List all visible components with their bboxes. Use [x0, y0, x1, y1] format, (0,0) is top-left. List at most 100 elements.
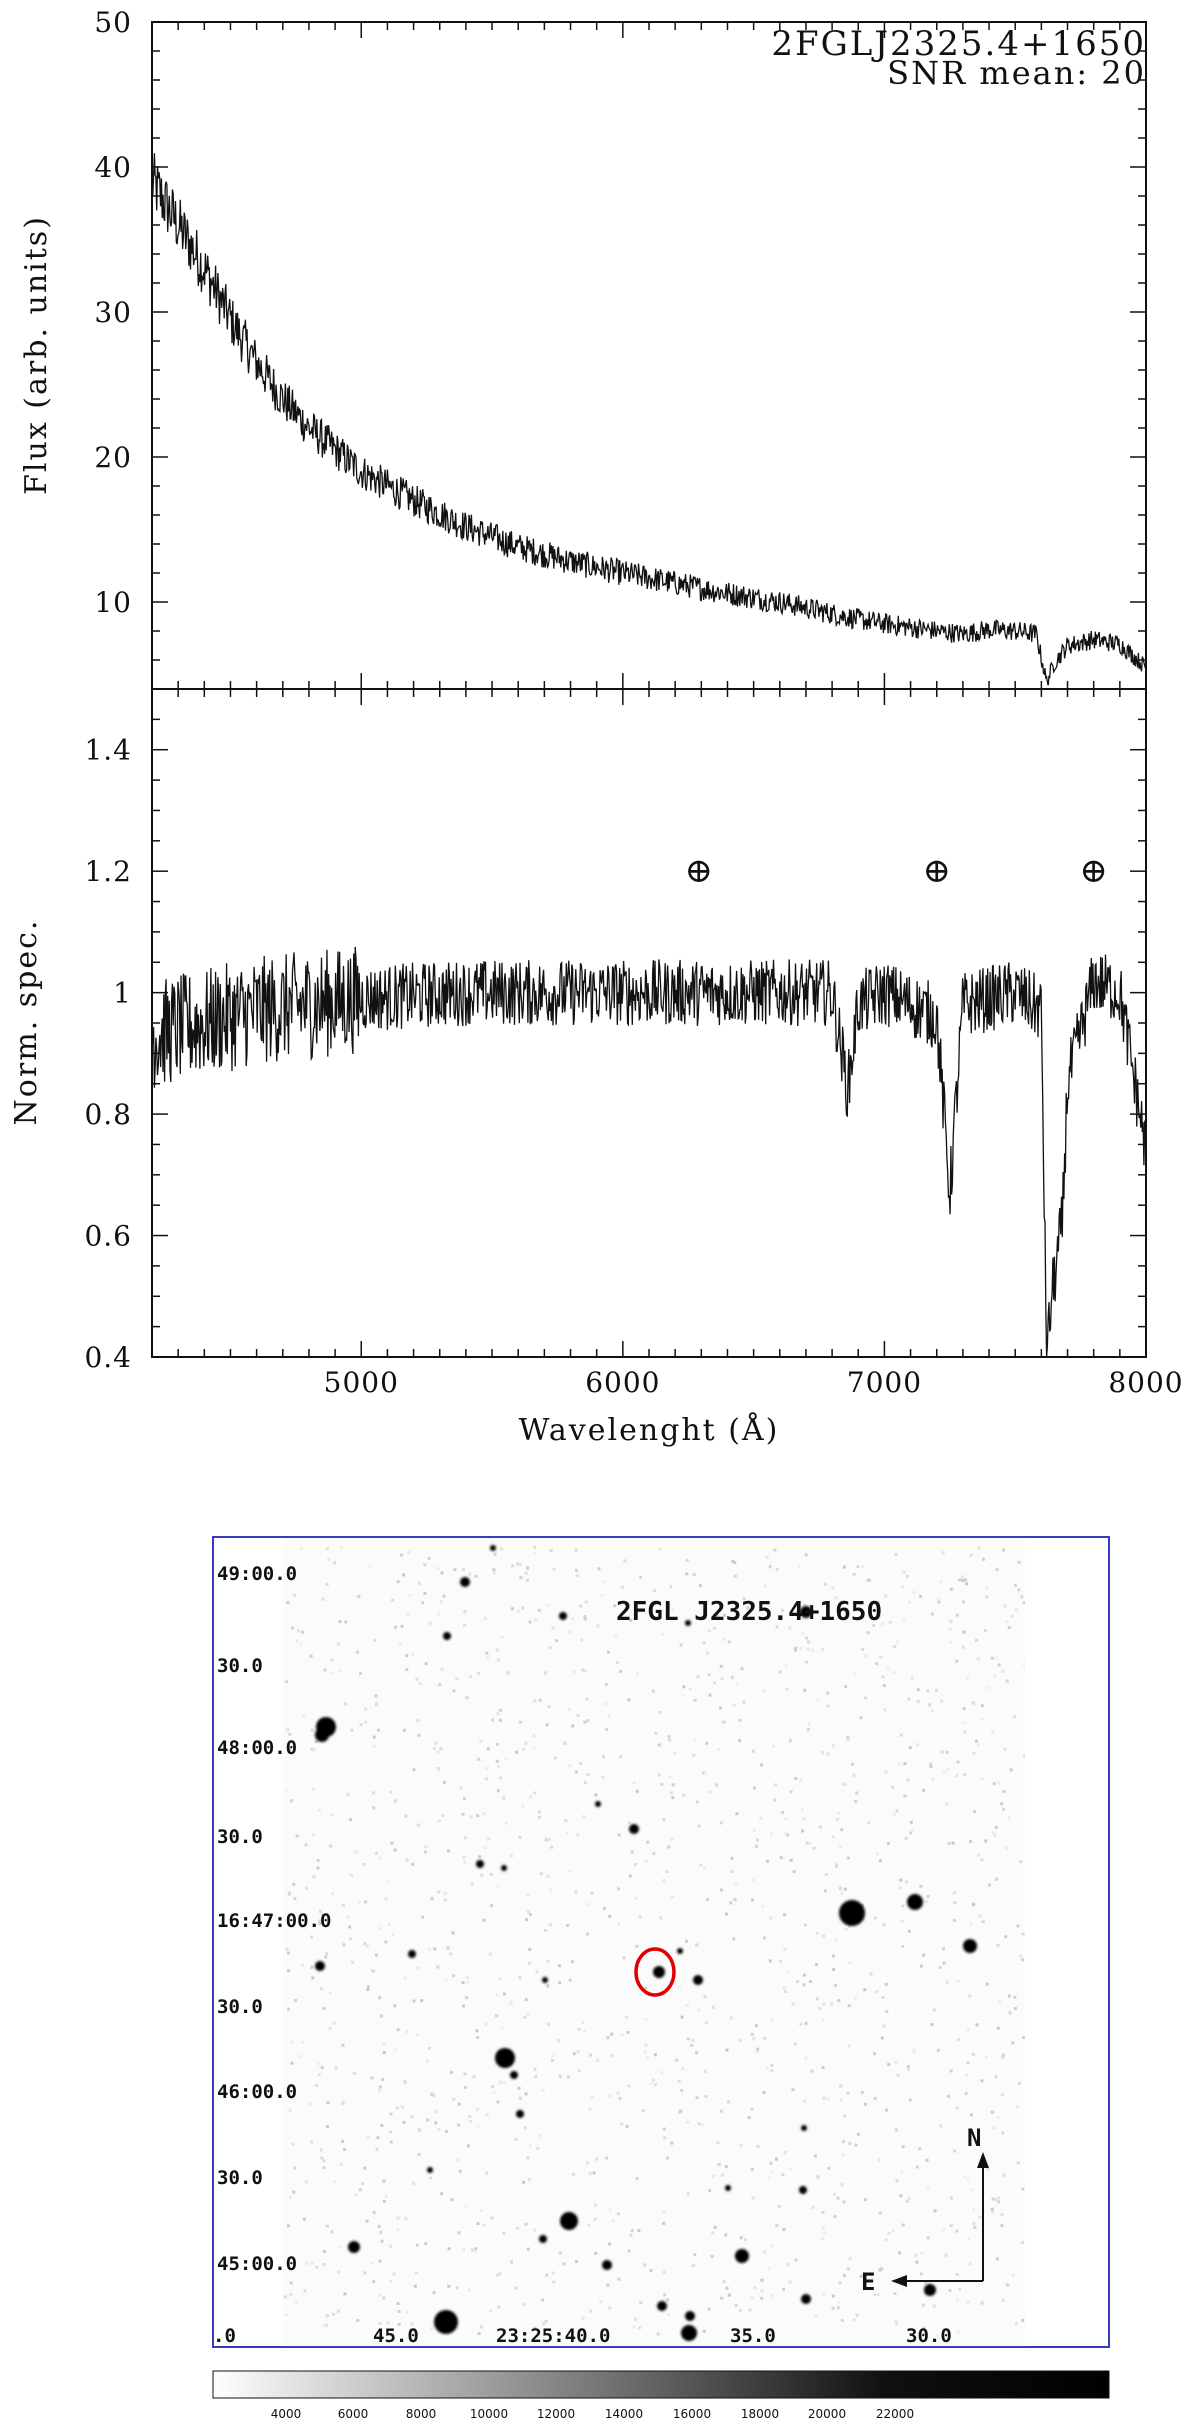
noise-pixel — [630, 1850, 634, 1854]
noise-pixel — [596, 1624, 600, 1628]
noise-pixel — [831, 1954, 835, 1958]
noise-pixel — [746, 1606, 750, 1610]
noise-pixel — [606, 1650, 610, 1654]
noise-pixel — [831, 1744, 835, 1748]
noise-pixel — [904, 1836, 908, 1840]
noise-pixel — [289, 2195, 292, 2199]
noise-pixel — [657, 1743, 661, 1747]
noise-pixel — [493, 1552, 497, 1556]
noise-pixel — [489, 2309, 493, 2313]
noise-pixel — [641, 2109, 645, 2113]
noise-pixel — [602, 1755, 605, 1759]
noise-pixel — [938, 1966, 942, 1969]
noise-pixel — [325, 1583, 329, 1586]
noise-pixel — [660, 2070, 663, 2074]
noise-pixel — [848, 2256, 852, 2260]
noise-pixel — [614, 1634, 618, 1638]
noise-pixel — [653, 2053, 657, 2057]
noise-pixel — [775, 2224, 779, 2228]
noise-pixel — [402, 2121, 406, 2124]
noise-pixel — [317, 1808, 321, 1812]
noise-pixel — [417, 1581, 421, 1585]
noise-pixel — [416, 1966, 420, 1970]
noise-pixel — [873, 2097, 877, 2100]
noise-pixel — [707, 1673, 711, 1677]
noise-pixel — [974, 1739, 978, 1743]
noise-pixel — [844, 1928, 848, 1931]
noise-pixel — [537, 1608, 541, 1612]
noise-pixel — [659, 1916, 663, 1920]
noise-pixel — [803, 2099, 807, 2103]
noise-pixel — [1005, 1679, 1009, 1683]
noise-pixel — [821, 2236, 825, 2240]
noise-pixel — [315, 2265, 319, 2269]
star — [653, 1966, 665, 1978]
noise-pixel — [468, 2120, 472, 2123]
noise-pixel — [739, 2236, 743, 2240]
noise-pixel — [879, 1655, 883, 1659]
noise-pixel — [798, 1601, 802, 1605]
noise-pixel — [794, 1777, 798, 1780]
noise-pixel — [667, 1845, 671, 1849]
noise-pixel — [684, 1939, 688, 1943]
noise-pixel — [546, 1984, 550, 1988]
noise-pixel — [673, 1752, 677, 1755]
noise-pixel — [288, 1732, 292, 1736]
noise-pixel — [615, 1660, 619, 1664]
noise-pixel — [782, 1986, 786, 1989]
noise-pixel — [403, 2081, 407, 2084]
noise-pixel — [1002, 1548, 1006, 1552]
y-tick-label: 10 — [94, 586, 132, 619]
noise-pixel — [287, 1892, 291, 1896]
noise-pixel — [944, 2253, 948, 2257]
noise-pixel — [611, 2219, 615, 2223]
noise-pixel — [479, 2209, 483, 2213]
noise-pixel — [707, 2307, 711, 2311]
noise-pixel — [997, 1663, 1001, 1667]
noise-pixel — [925, 2158, 929, 2162]
noise-pixel — [940, 1750, 944, 1754]
noise-pixel — [703, 1995, 707, 1998]
noise-pixel — [763, 2036, 767, 2040]
noise-pixel — [495, 1648, 499, 1652]
noise-pixel — [607, 2094, 611, 2098]
noise-pixel — [705, 1741, 709, 1745]
noise-pixel — [1013, 1715, 1017, 1719]
noise-pixel — [547, 1705, 551, 1709]
noise-pixel — [693, 2253, 697, 2257]
noise-pixel — [518, 1563, 522, 1567]
noise-pixel — [955, 1613, 959, 1617]
noise-pixel — [951, 1841, 955, 1845]
noise-pixel — [482, 2223, 486, 2227]
noise-pixel — [464, 2204, 468, 2208]
noise-pixel — [877, 1615, 881, 1619]
noise-pixel — [730, 1856, 734, 1860]
noise-pixel — [370, 2261, 374, 2265]
noise-pixel — [969, 1553, 973, 1557]
noise-pixel — [982, 1557, 985, 1561]
noise-pixel — [784, 1817, 788, 1821]
noise-pixel — [391, 1933, 395, 1936]
noise-pixel — [1009, 1768, 1013, 1772]
noise-pixel — [493, 1571, 496, 1575]
noise-pixel — [629, 1618, 633, 1622]
noise-pixel — [903, 1762, 907, 1766]
noise-pixel — [616, 2092, 620, 2095]
noise-pixel — [725, 1912, 728, 1916]
noise-pixel — [455, 2286, 459, 2290]
noise-pixel — [509, 2002, 513, 2006]
noise-pixel — [533, 1791, 537, 1795]
noise-pixel — [421, 1915, 425, 1919]
noise-pixel — [628, 1874, 632, 1878]
noise-pixel — [346, 1792, 350, 1796]
noise-pixel — [822, 2096, 826, 2100]
noise-pixel — [333, 2180, 337, 2184]
noise-pixel — [310, 2261, 314, 2265]
noise-pixel — [840, 1828, 844, 1832]
noise-pixel — [762, 2091, 766, 2094]
star — [348, 2241, 360, 2253]
noise-pixel — [1005, 1846, 1009, 1850]
noise-pixel — [748, 2308, 752, 2312]
noise-pixel — [533, 2326, 537, 2330]
noise-pixel — [417, 2153, 421, 2156]
